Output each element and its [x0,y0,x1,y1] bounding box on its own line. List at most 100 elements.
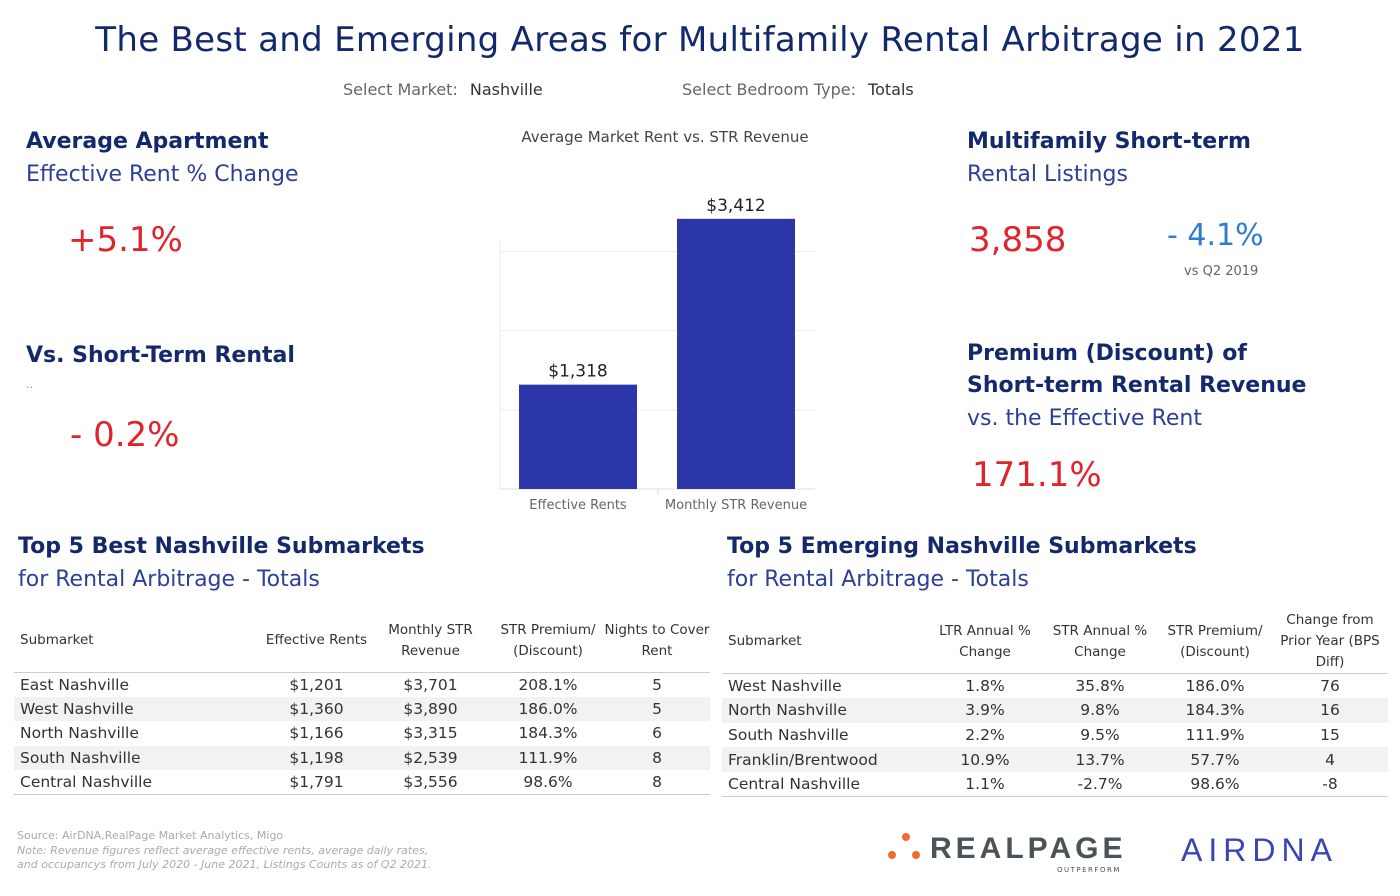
submarket-cell: West Nashville [14,696,264,722]
note-line-1: Note: Revenue figures reflect average ef… [17,843,429,857]
listings-heading: Multifamily Short-term [967,129,1251,154]
bedroom-value[interactable]: Totals [868,80,914,99]
bar-data-label: $3,412 [706,196,765,216]
bedroom-filter[interactable]: Select Bedroom Type: Totals [682,80,914,99]
submarket-cell: West Nashville [728,677,842,696]
footer-notes: Source: AirDNA,RealPage Market Analytics… [17,829,432,873]
premium-value: 171.1% [972,455,1102,495]
airdna-logo: AIRDNA [1181,832,1338,868]
note-line-2: and occupancys from July 2020 - June 202… [17,858,432,871]
listings-subheading: Rental Listings [967,162,1128,187]
realpage-wordmark: REALPAGE [930,832,1127,865]
value-cell: 57.7% [1158,747,1272,772]
listings-change-note: vs Q2 2019 [1184,264,1259,279]
value-cell: 1.1% [928,771,1042,797]
col-header: Nights to Cover Rent [604,610,710,673]
value-cell: -2.7% [1042,771,1158,797]
value-cell: 186.0% [1185,677,1245,696]
listings-value: 3,858 [969,220,1067,260]
table-row: Franklin/Brentwood 10.9% 13.7% 57.7% 4 [722,747,1388,772]
col-header: LTR Annual % Change [928,610,1042,674]
vs-str-dots: .. [26,378,33,391]
table-row: Central Nashville 1.1% -2.7% 98.6% -8 [722,771,1388,797]
value-cell: 5 [652,675,662,694]
table-row: North Nashville $1,166 $3,315 184.3% 6 [14,721,710,746]
table-row: South Nashville $1,198 $2,539 111.9% 8 [14,745,710,771]
value-cell: 15 [1320,725,1340,744]
submarket-cell: South Nashville [14,745,264,771]
value-cell: 111.9% [492,745,604,771]
submarket-cell: Central Nashville [14,770,264,796]
submarket-cell: Franklin/Brentwood [722,747,928,772]
value-cell: 186.0% [492,696,604,722]
value-cell: 184.3% [1158,698,1272,723]
value-cell: 184.3% [518,724,578,743]
value-cell: 6 [652,724,662,743]
market-label: Select Market: [343,80,458,99]
submarket-cell: East Nashville [20,675,129,694]
col-header: Change from Prior Year (BPS Diff) [1272,610,1388,674]
value-cell: $3,556 [369,770,492,796]
emerging-subheading: for Rental Arbitrage - Totals [727,567,1029,592]
realpage-tagline: OUTPERFORM [1057,866,1121,874]
market-value[interactable]: Nashville [469,80,543,99]
col-header: Submarket [722,610,928,674]
value-cell: $1,360 [264,696,369,722]
page-title: The Best and Emerging Areas for Multifam… [95,20,1305,60]
value-cell: $3,890 [369,696,492,722]
value-cell: 5 [604,696,710,722]
best-table: Submarket Effective Rents Monthly STR Re… [14,610,710,796]
submarket-cell: Central Nashville [722,771,928,797]
vs-str-heading: Vs. Short-Term Rental [26,343,295,368]
listings-change: - 4.1% [1167,218,1264,253]
submarket-cell: North Nashville [20,724,139,743]
col-header: STR Annual % Change [1042,610,1158,674]
value-cell: 10.9% [928,747,1042,772]
value-cell: 98.6% [492,770,604,796]
value-cell: 208.1% [518,675,578,694]
table-row: Central Nashville $1,791 $3,556 98.6% 8 [14,770,710,796]
vs-str-value: - 0.2% [70,415,180,455]
bar-data-label: $1,318 [548,362,607,382]
realpage-dots-icon [888,833,920,859]
col-header: STR Premium/ (Discount) [492,610,604,673]
best-subheading: for Rental Arbitrage - Totals [18,567,320,592]
value-cell: $1,198 [264,745,369,771]
value-cell: -8 [1272,771,1388,797]
bar-chart: $1,318 Effective Rents $3,412 Monthly STR R… [499,196,815,513]
market-filter[interactable]: Select Market: Nashville [343,80,543,99]
value-cell: 76 [1320,677,1340,696]
col-header: Effective Rents [264,610,369,673]
x-tick-label: Monthly STR Revenue [665,498,807,513]
bedroom-label: Select Bedroom Type: [682,80,857,99]
value-cell: 35.8% [1075,677,1125,696]
source-text: Source: AirDNA,RealPage Market Analytics… [17,829,284,842]
value-cell: 1.8% [965,677,1005,696]
value-cell: $1,791 [264,770,369,796]
best-heading: Top 5 Best Nashville Submarkets [18,534,425,559]
value-cell: 9.8% [1042,698,1158,723]
col-header: Submarket [14,610,264,673]
col-header: Monthly STR Revenue [369,610,492,673]
value-cell: 16 [1272,698,1388,723]
bar [677,218,795,489]
value-cell: $3,315 [403,724,458,743]
value-cell: 111.9% [1185,725,1245,744]
value-cell: 9.5% [1080,725,1120,744]
bar [519,384,637,489]
value-cell: 8 [604,770,710,796]
value-cell: 98.6% [1158,771,1272,797]
value-cell: $1,166 [289,724,344,743]
table-row: South Nashville 2.2% 9.5% 111.9% 15 [722,723,1388,748]
x-tick-label: Effective Rents [529,498,627,513]
table-row: West Nashville $1,360 $3,890 186.0% 5 [14,696,710,722]
table-row: North Nashville 3.9% 9.8% 184.3% 16 [722,698,1388,723]
table-row: East Nashville $1,201 $3,701 208.1% 5 [14,672,710,697]
value-cell: $2,539 [369,745,492,771]
premium-heading: Premium (Discount) of [967,341,1247,366]
premium-heading-2: Short-term Rental Revenue [967,373,1307,398]
value-cell: 8 [604,745,710,771]
value-cell: 2.2% [965,725,1005,744]
emerging-heading: Top 5 Emerging Nashville Submarkets [727,534,1197,559]
premium-subheading: vs. the Effective Rent [967,406,1202,431]
